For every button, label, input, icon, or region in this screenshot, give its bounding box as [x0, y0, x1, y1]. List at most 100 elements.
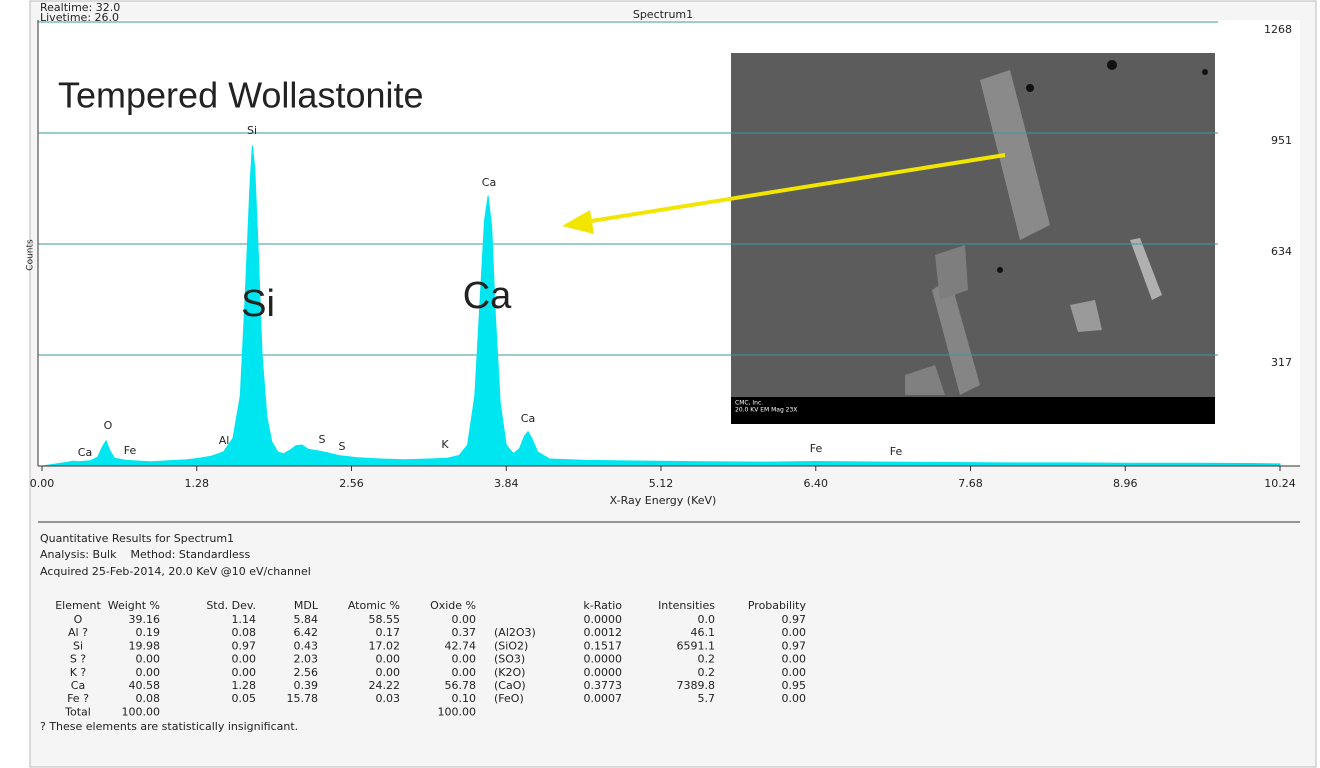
- table-cell: (FeO): [494, 692, 524, 705]
- peak-label: S: [339, 440, 346, 453]
- pore: [1202, 69, 1208, 75]
- table-cell: 0.00: [782, 626, 807, 639]
- table-cell: 0.0007: [584, 692, 623, 705]
- table-cell: 46.1: [691, 626, 716, 639]
- grain: [980, 70, 1050, 240]
- table-cell: 19.98: [129, 639, 161, 652]
- y-tick-label: 317: [1271, 356, 1292, 369]
- report-title: Quantitative Results for Spectrum1: [40, 532, 234, 545]
- table-cell: 0.2: [698, 653, 716, 666]
- table-cell: K ?: [70, 666, 87, 679]
- table-cell: MDL: [294, 599, 319, 612]
- table-cell: 0.19: [136, 626, 161, 639]
- table-cell: Ca: [71, 679, 85, 692]
- grain: [1070, 300, 1102, 332]
- x-tick-label: 10.24: [1264, 477, 1296, 490]
- table-cell: Fe ?: [67, 692, 89, 705]
- table-cell: S ?: [70, 653, 86, 666]
- peak-label: O: [104, 419, 113, 432]
- y-tick-label: 634: [1271, 245, 1292, 258]
- table-cell: 40.58: [129, 679, 161, 692]
- table-cell: 0.0000: [584, 666, 623, 679]
- y-tick-label: 951: [1271, 134, 1292, 147]
- x-tick-label: 1.28: [185, 477, 210, 490]
- chart-title: Spectrum1: [633, 8, 693, 21]
- pore: [1107, 60, 1117, 70]
- table-cell: 0.00: [136, 653, 161, 666]
- table-cell: Element: [55, 599, 101, 612]
- report-acquired: Acquired 25-Feb-2014, 20.0 KeV @10 eV/ch…: [40, 565, 311, 578]
- table-cell: Probability: [748, 599, 807, 612]
- table-cell: 0.97: [782, 639, 807, 652]
- table-cell: 15.78: [287, 692, 319, 705]
- table-cell: 1.28: [232, 679, 257, 692]
- table-cell: 5.84: [294, 613, 319, 626]
- spectrum: 317 634 951 1268 0.00 1.28 2.56 3.84 5.12 6.40 7.6…: [30, 20, 1300, 490]
- peak-label: K: [441, 438, 449, 451]
- table-cell: 0.00: [782, 653, 807, 666]
- table-cell: (Al2O3): [494, 626, 536, 639]
- image-caption: CMC, Inc.: [735, 400, 763, 407]
- table-cell: 0.00: [232, 653, 257, 666]
- table-cell: 0.17: [376, 626, 401, 639]
- table-cell: 0.0000: [584, 653, 623, 666]
- peak-label: Fe: [124, 444, 137, 457]
- y-axis-label: Counts: [26, 239, 36, 271]
- element-label: Si: [241, 283, 275, 325]
- table-cell: 0.0012: [584, 626, 623, 639]
- table-cell: 100.00: [122, 705, 161, 718]
- annotation: Tempered Wollastonite: [58, 75, 424, 116]
- table-cell: Total: [64, 705, 91, 718]
- table-cell: Weight %: [108, 599, 160, 612]
- table-cell: Si: [73, 639, 83, 652]
- table-cell: 42.74: [445, 639, 477, 652]
- table-cell: 0.43: [294, 639, 319, 652]
- table-cell: 0.00: [452, 613, 477, 626]
- livetime: Livetime: 26.0: [40, 11, 119, 24]
- table-cell: 58.55: [369, 613, 401, 626]
- peak-label: Ca: [78, 446, 92, 459]
- table-cell: 0.00: [452, 666, 477, 679]
- table-cell: 0.00: [232, 666, 257, 679]
- table-cell: (SO3): [494, 653, 525, 666]
- image-caption: 20.0 KV EM Mag 23X: [735, 407, 797, 414]
- x-tick-label: 2.56: [339, 477, 364, 490]
- peak-label: Fe: [890, 445, 903, 458]
- arrow-head: [562, 210, 594, 234]
- peak-label: Si: [247, 124, 257, 137]
- table-cell: 0.00: [782, 692, 807, 705]
- peak-label: Ca: [521, 412, 535, 425]
- table-cell: 2.03: [294, 653, 319, 666]
- table-cell: Std. Dev.: [206, 599, 256, 612]
- table-cell: Atomic %: [348, 599, 400, 612]
- peak-label: Fe: [810, 442, 823, 455]
- table-cell: (K2O): [494, 666, 525, 679]
- grain: [932, 278, 980, 395]
- report: Quantitative Results for Spectrum1 Analy…: [40, 532, 806, 733]
- table-cell: 0.00: [136, 666, 161, 679]
- x-tick-label: 7.68: [958, 477, 983, 490]
- x-tick-label: 6.40: [804, 477, 829, 490]
- x-tick-label: 5.12: [649, 477, 674, 490]
- table-cell: 24.22: [369, 679, 401, 692]
- table-cell: 100.00: [438, 705, 477, 718]
- table-cell: 0.0: [698, 613, 716, 626]
- table-cell: 0.10: [452, 692, 477, 705]
- table-cell: 0.2: [698, 666, 716, 679]
- table-cell: 0.05: [232, 692, 257, 705]
- x-tick-label: 3.84: [494, 477, 519, 490]
- realtime: Realtime: 32.0: [40, 1, 120, 14]
- y-tick-label: 1268: [1264, 23, 1292, 36]
- peak-label: Ca: [482, 176, 496, 189]
- spectrum-area: [41, 145, 1281, 467]
- table-cell: 0.08: [232, 626, 257, 639]
- table-cell: 56.78: [445, 679, 477, 692]
- table-cell: 0.0000: [584, 613, 623, 626]
- grain: [935, 245, 968, 300]
- table-cell: 0.37: [452, 626, 477, 639]
- table-cell: 6591.1: [677, 639, 716, 652]
- footnote: ? These elements are statistically insig…: [40, 720, 298, 733]
- table-cell: 0.97: [232, 639, 257, 652]
